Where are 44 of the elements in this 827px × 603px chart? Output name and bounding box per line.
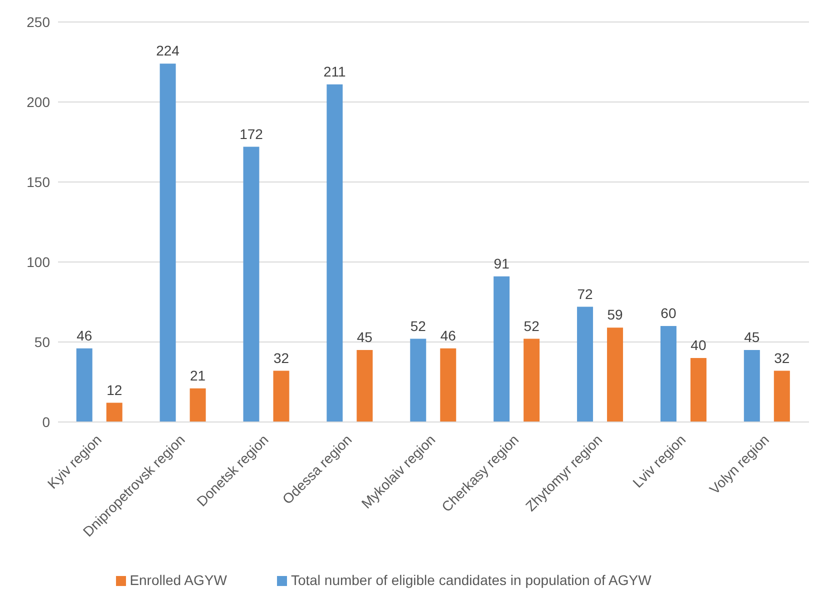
data-label: 52	[524, 318, 540, 334]
bar	[273, 370, 290, 422]
data-label: 211	[324, 63, 346, 80]
bar	[524, 338, 540, 422]
bar	[410, 338, 426, 422]
bar	[744, 350, 760, 422]
bar	[607, 328, 624, 422]
bar	[577, 306, 594, 422]
y-tick-label: 250	[26, 14, 50, 30]
data-label: 172	[240, 126, 264, 142]
bar	[356, 350, 373, 422]
legend-label: Total number of eligible candidates in population of AGYW	[290, 572, 652, 588]
data-label: 46	[440, 327, 456, 344]
data-label: 32	[774, 350, 790, 366]
bar	[326, 84, 343, 422]
y-tick-label: 150	[26, 174, 50, 190]
y-tick-label: 0	[42, 414, 50, 430]
y-tick-label: 100	[26, 254, 50, 270]
bar	[190, 388, 206, 422]
data-label: 60	[660, 305, 676, 321]
data-label: 59	[607, 306, 624, 323]
data-label: 52	[410, 318, 426, 334]
data-label: 46	[76, 327, 92, 344]
y-tick-label: 200	[26, 94, 50, 110]
data-label: 12	[106, 382, 122, 398]
bar	[243, 146, 260, 422]
bar	[660, 326, 676, 422]
legend-label: Enrolled AGYW	[130, 572, 227, 588]
y-tick-label: 50	[34, 334, 50, 350]
data-label: 45	[744, 329, 760, 345]
bar	[106, 402, 122, 422]
data-label: 224	[156, 42, 180, 59]
data-label: 21	[190, 367, 206, 384]
data-label: 91	[494, 255, 510, 272]
data-label: 72	[577, 286, 594, 302]
data-label: 45	[356, 329, 373, 345]
data-label: 32	[273, 350, 290, 366]
bar	[76, 348, 92, 422]
bar	[690, 358, 706, 422]
bar	[160, 64, 176, 422]
bar	[440, 348, 456, 422]
bar	[494, 276, 510, 422]
bar	[774, 370, 790, 422]
data-label: 40	[690, 337, 706, 353]
